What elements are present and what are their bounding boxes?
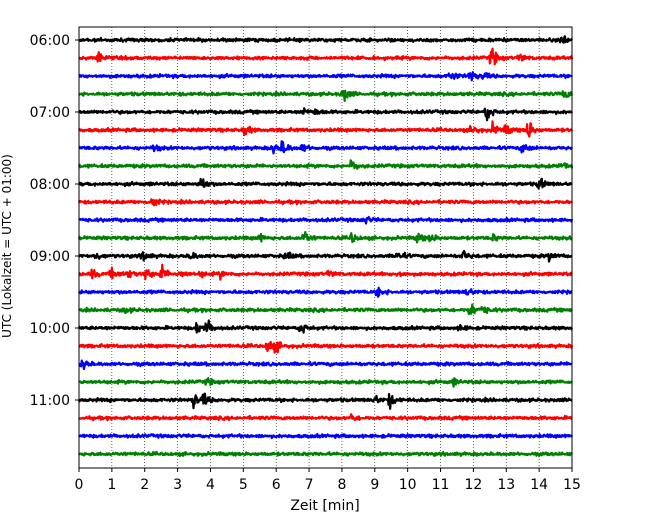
seismic-trace <box>78 47 574 66</box>
seismic-trace <box>78 450 573 458</box>
seismic-trace <box>78 432 573 440</box>
y-tick-label: 08:00 <box>30 177 70 193</box>
x-tick-label: 15 <box>563 477 581 493</box>
x-tick-label: 4 <box>206 477 215 493</box>
x-tick-label: 2 <box>140 477 149 493</box>
x-tick-label: 14 <box>530 477 548 493</box>
seismic-trace <box>78 377 573 388</box>
seismic-trace <box>78 413 573 422</box>
x-tick-label: 5 <box>239 477 248 493</box>
y-tick-label: 11:00 <box>30 393 70 409</box>
x-tick-label: 6 <box>272 477 281 493</box>
x-tick-label: 11 <box>432 477 450 493</box>
seismic-trace <box>78 215 574 225</box>
x-axis: 0 1 2 3 4 5 6 7 8 9 10 11 12 13 14 15 <box>75 468 581 493</box>
seismic-trace <box>78 35 573 44</box>
y-axis-title: UTC (Lokalzeit = UTC + 01:00) <box>0 154 14 338</box>
x-tick-label: 1 <box>107 477 116 493</box>
y-tick-label: 09:00 <box>30 249 70 265</box>
x-tick-label: 13 <box>497 477 515 493</box>
seismic-trace <box>78 249 573 263</box>
y-tick-label: 07:00 <box>30 105 70 121</box>
seismic-trace <box>78 303 573 316</box>
trace-group <box>77 35 574 458</box>
seismic-trace <box>78 107 573 122</box>
seismic-trace <box>78 71 573 82</box>
seismic-trace <box>77 198 573 207</box>
x-tick-label: 10 <box>399 477 417 493</box>
seismic-trace <box>77 392 573 410</box>
seismic-trace <box>77 230 573 244</box>
seismic-trace <box>77 159 574 170</box>
seismic-trace <box>78 89 574 103</box>
plot-frame <box>78 26 573 469</box>
x-tick-label: 7 <box>305 477 314 493</box>
x-tick-label: 12 <box>464 477 482 493</box>
seismic-trace <box>78 177 573 190</box>
seismic-trace <box>78 120 574 138</box>
plot-area <box>79 27 572 468</box>
x-tick-label: 3 <box>173 477 182 493</box>
y-tick-label: 10:00 <box>30 321 70 337</box>
x-tick-label: 9 <box>370 477 379 493</box>
y-axis: 06:00 07:00 08:00 09:00 10:00 11:00 <box>30 33 79 409</box>
seismic-trace <box>78 340 574 354</box>
seismic-trace <box>78 140 573 155</box>
seismic-trace <box>78 263 573 281</box>
seismic-trace <box>77 319 574 334</box>
x-tick-label: 0 <box>75 477 84 493</box>
seismic-trace <box>78 359 573 371</box>
y-tick-label: 06:00 <box>30 33 70 49</box>
seismic-trace <box>77 286 573 298</box>
x-axis-title: Zeit [min] <box>290 498 359 514</box>
x-tick-label: 8 <box>337 477 346 493</box>
